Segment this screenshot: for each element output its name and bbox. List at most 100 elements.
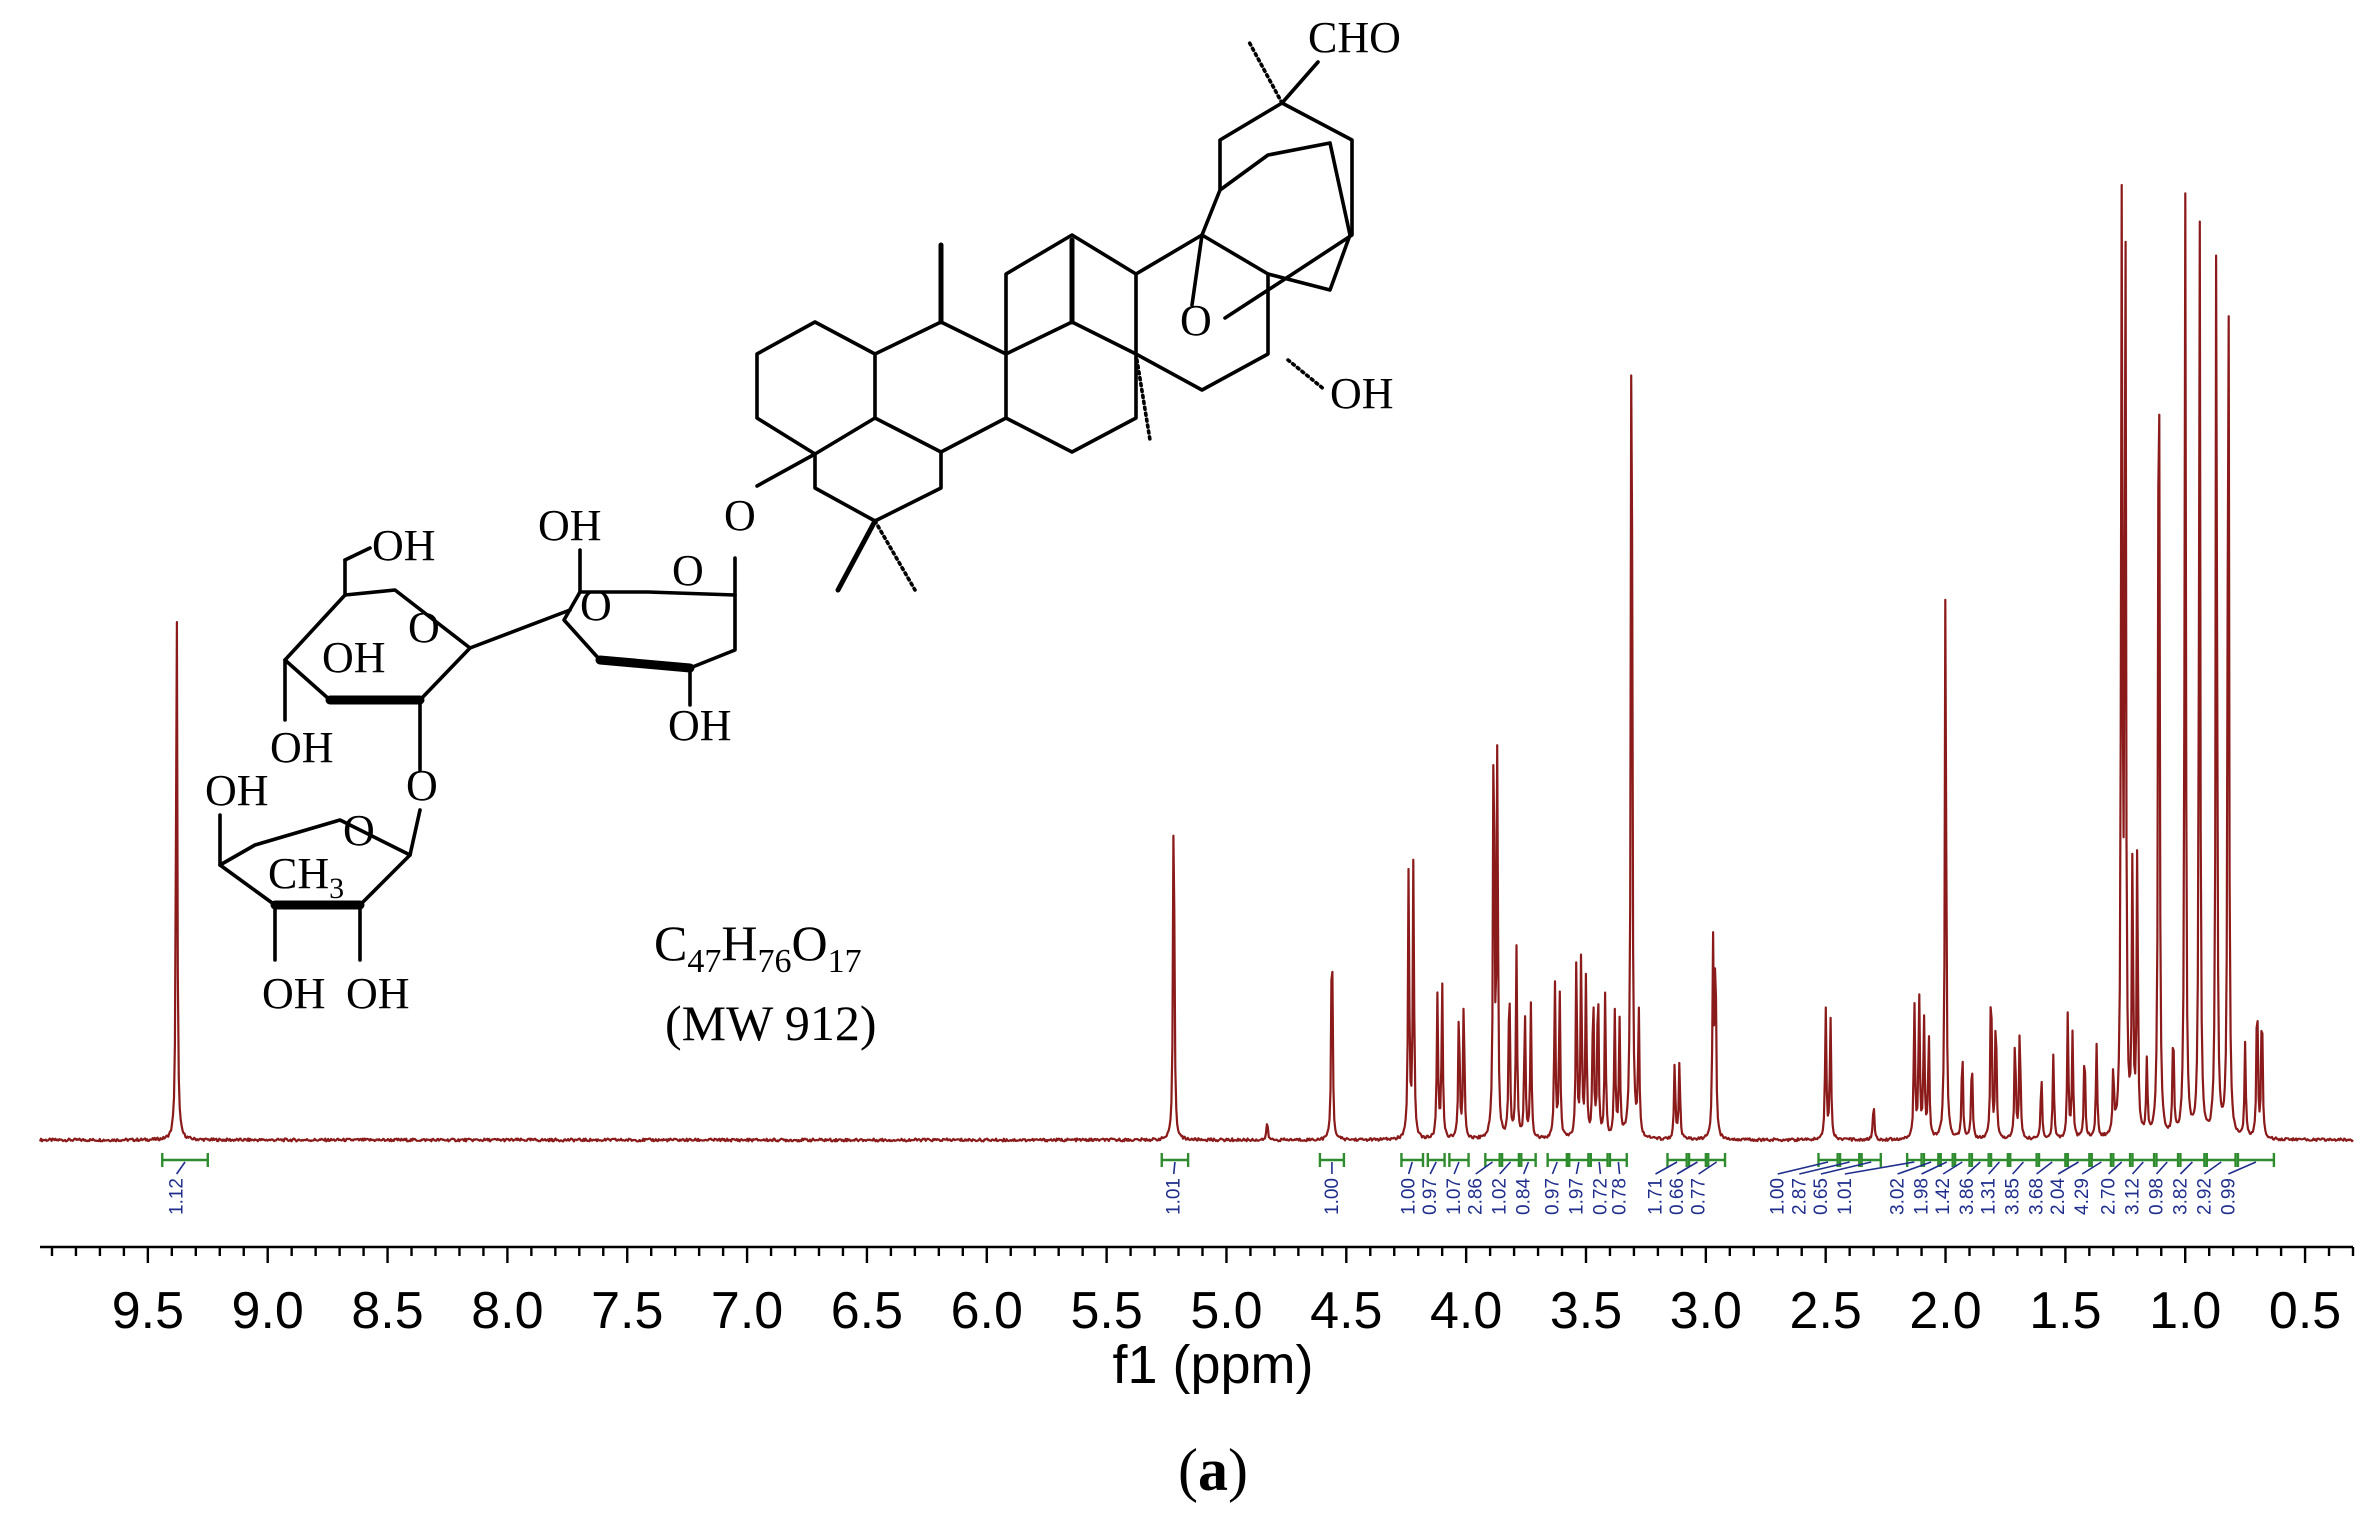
integral-connector [1475, 1161, 1493, 1175]
integral-label: 4.29 [2072, 1178, 2093, 1215]
label-o-sugar2-link: O [406, 761, 438, 810]
ring-a [755, 320, 877, 456]
integral-label: 2.70 [2099, 1178, 2120, 1215]
integral-connector [2036, 1161, 2053, 1175]
label-o-sugar1-ring: O [672, 546, 704, 595]
panel-label-close: ) [1228, 1437, 1248, 1503]
integral-connector [2228, 1161, 2257, 1175]
label-oh-sugar2-a: OH [322, 633, 386, 682]
integral-connector [1522, 1161, 1530, 1175]
gem-methyl-b [873, 519, 917, 592]
integral-label: 0.98 [2146, 1178, 2167, 1215]
integral-label: 1.01 [1835, 1178, 1856, 1215]
integral-label: 2.86 [1466, 1178, 1487, 1215]
label-o-sugar3-ring: O [343, 806, 375, 855]
integral-region: 1.00 [1768, 1153, 1839, 1215]
integral-label: 1.12 [167, 1178, 188, 1215]
integral-region: 2.04 [2048, 1153, 2091, 1215]
integral-region: 1.97 [1566, 1153, 1590, 1215]
integral-connector [1698, 1161, 1718, 1175]
x-axis-title: f1 (ppm) [1112, 1335, 1313, 1395]
ring-a-lower [813, 450, 943, 523]
x-axis-ticks: 9.5 9.0 8.5 8.0 7.5 7.0 6.5 6.0 5.5 5.0 4.5 4.0 3.5 3… [50, 1247, 2355, 1340]
integral-connector [2131, 1161, 2144, 1175]
label-oh-sugar3-top: OH [205, 766, 269, 815]
integral-region: 1.12 [161, 1153, 209, 1215]
molecular-formula: C47H76O17 [654, 915, 862, 980]
integral-label: 0.97 [1542, 1178, 1563, 1215]
formula-c: C [654, 915, 687, 971]
integral-connector [1407, 1161, 1413, 1175]
integral-connector [1172, 1161, 1176, 1175]
integral-label: 1.01 [1164, 1178, 1185, 1215]
integral-region: 2.87 [1789, 1153, 1861, 1215]
tick-label: 4.5 [1310, 1282, 1382, 1340]
label-oh-sugar2-ch2: OH [372, 521, 436, 570]
formula-o: O [791, 915, 827, 971]
integral-connector [1777, 1161, 1829, 1175]
label-ch3-sub: 3 [329, 872, 344, 905]
tick-label: 9.0 [232, 1282, 304, 1340]
tick-label: 7.5 [591, 1282, 663, 1340]
tick-label: 3.5 [1550, 1282, 1622, 1340]
tick-label: 0.5 [2269, 1282, 2341, 1340]
sugar1-bold-bottom [595, 655, 695, 673]
integral-region: 1.42 [1933, 1153, 1971, 1215]
integral-connector [1453, 1161, 1460, 1175]
integral-label: 1.07 [1444, 1178, 1465, 1215]
integral-label: 0.66 [1667, 1178, 1688, 1215]
integral-label: 3.68 [2027, 1178, 2048, 1215]
label-oh-sugar3-a: OH [262, 969, 326, 1018]
tick-label: 2.5 [1790, 1282, 1862, 1340]
label-oh-aglycone: OH [1330, 369, 1394, 418]
label-oh-sugar2-b: OH [270, 723, 334, 772]
tick-label: 2.0 [1909, 1282, 1981, 1340]
tick-label: 6.5 [831, 1282, 903, 1340]
integral-region: 0.97 [1420, 1153, 1446, 1215]
integral-label: 1.71 [1646, 1178, 1667, 1215]
integral-label: 0.97 [1420, 1178, 1441, 1215]
integral-label: 2.92 [2194, 1178, 2215, 1215]
integral-connector [2012, 1161, 2025, 1175]
panel-label: (a) [1178, 1437, 1248, 1503]
integral-label: 3.12 [2122, 1178, 2143, 1215]
label-o-sugar2-ring: O [408, 603, 440, 652]
integral-label: 0.78 [1610, 1178, 1631, 1215]
integral-label: 0.65 [1811, 1178, 1832, 1215]
label-oh-sugar1-ch2: OH [538, 501, 602, 550]
integrals-group: 1.12 1.01 1.00 1.00 0.97 1.07 2.86 1.02 0.84 0.97… [161, 1153, 2276, 1215]
integral-region: 4.29 [2072, 1153, 2113, 1215]
integral-region: 1.01 [1160, 1153, 1190, 1215]
integral-connector [2203, 1161, 2222, 1175]
integral-label: 1.97 [1566, 1178, 1587, 1215]
integral-label: 3.02 [1888, 1178, 1909, 1215]
chemical-structure [218, 38, 1354, 962]
sugar-ring-1 [562, 590, 737, 670]
integral-connector [1799, 1161, 1850, 1175]
sugar3-link [408, 808, 422, 857]
tick-label: 1.0 [2149, 1282, 2221, 1340]
formula-o-count: 17 [828, 943, 862, 980]
methyl-3 [1134, 352, 1152, 442]
integral-region: 3.85 [2003, 1153, 2038, 1215]
integral-region: 0.84 [1514, 1153, 1537, 1215]
integral-connector [2081, 1161, 2102, 1175]
integral-region: 0.97 [1542, 1153, 1569, 1215]
integral-label: 0.99 [2218, 1178, 2239, 1215]
integral-connector [1921, 1161, 1948, 1175]
c3-o-bond [755, 452, 817, 488]
integral-connector [1429, 1161, 1437, 1175]
integral-connector [1655, 1161, 1678, 1175]
integral-region: 1.00 [1399, 1153, 1425, 1215]
integral-region: 1.01 [1835, 1153, 1923, 1215]
o-bridge-2 [1223, 275, 1290, 320]
integral-region: 1.02 [1490, 1153, 1521, 1215]
label-oh-sugar3-b: OH [346, 969, 410, 1018]
ring-e [1200, 141, 1352, 292]
tick-label: 8.5 [351, 1282, 423, 1340]
integral-region: 0.65 [1811, 1153, 1883, 1215]
integral-region: 0.66 [1667, 1153, 1708, 1215]
label-ch3: CH3 [268, 849, 344, 905]
integral-connector [1820, 1161, 1872, 1175]
